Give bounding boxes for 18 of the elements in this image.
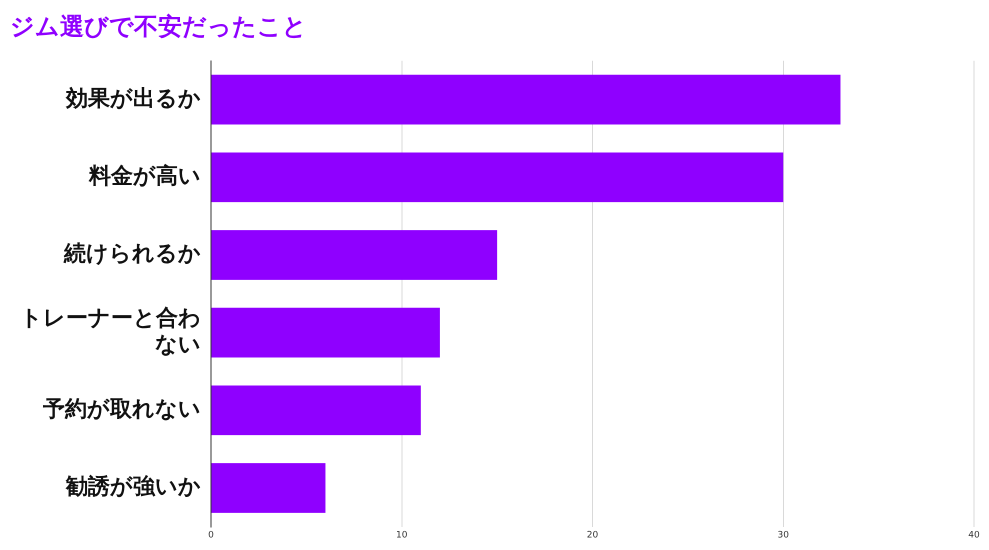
x-tick-label: 40 [968,530,980,541]
y-tick-label: 予約が取れない [42,397,201,422]
x-tick-label: 10 [396,530,408,541]
y-tick-label: 効果が出るか [65,86,201,112]
bar [212,385,421,436]
y-tick-label: 続けられるか [63,242,201,267]
bar [212,308,440,358]
x-tick-label: 0 [208,530,214,541]
x-tick-label: 30 [778,530,790,541]
bar [212,74,840,124]
bar [212,230,498,280]
bar [212,463,326,513]
bar [212,152,784,202]
chart-title: ジム選びで不安だったこと [10,12,307,41]
y-tick-label: 勧誘が強いか [65,474,201,500]
x-tick-label: 20 [586,530,598,541]
y-tick-label: トレーナーと合わない [20,306,201,358]
y-tick-label: 料金が高い [88,163,201,190]
